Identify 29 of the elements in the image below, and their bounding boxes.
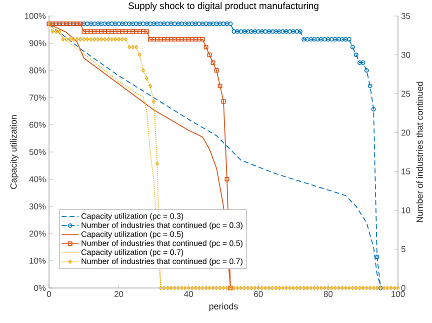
x-tick-label: 20 [114, 291, 124, 298]
y2-tick-label: 5 [401, 246, 406, 252]
y-tick-label: 50% [29, 149, 46, 155]
y2-tick-label: 30 [401, 52, 410, 58]
y-tick-label: 40% [29, 176, 46, 182]
y-tick-label: 100% [24, 13, 46, 19]
y2-tick-label: 15 [402, 168, 410, 174]
x-tick-label: 0 [46, 291, 52, 298]
y-tick-label: 10% [30, 258, 46, 264]
x-tick-label: 80 [324, 291, 333, 298]
x-tick-label: 100 [392, 291, 405, 298]
y2-tick-label: 0 [401, 285, 406, 291]
y2-axis-title: Number of industries that continued [416, 82, 423, 222]
x-axis-title: periods [209, 302, 238, 312]
y-tick-label: 0% [34, 285, 46, 291]
y2-tick-label: 25 [401, 90, 410, 97]
y2-tick-label: 20 [401, 130, 410, 136]
chart-title: Supply shock to digital product manufacturing [128, 2, 318, 11]
y-tick-label: 30% [29, 203, 46, 210]
y2-tick-label: 35 [401, 13, 410, 19]
y-tick-label: 90% [29, 40, 46, 46]
x-tick-label: 40 [184, 291, 193, 298]
y-tick-label: 20% [29, 230, 46, 237]
y-tick-label: 70% [29, 94, 46, 101]
x-tick-label: 60 [254, 291, 263, 298]
y-tick-label: 60% [29, 122, 46, 128]
y2-tick-label: 10 [402, 207, 410, 214]
y-axis-title: Capacity utilization [10, 115, 18, 189]
y-tick-label: 80% [29, 67, 46, 74]
